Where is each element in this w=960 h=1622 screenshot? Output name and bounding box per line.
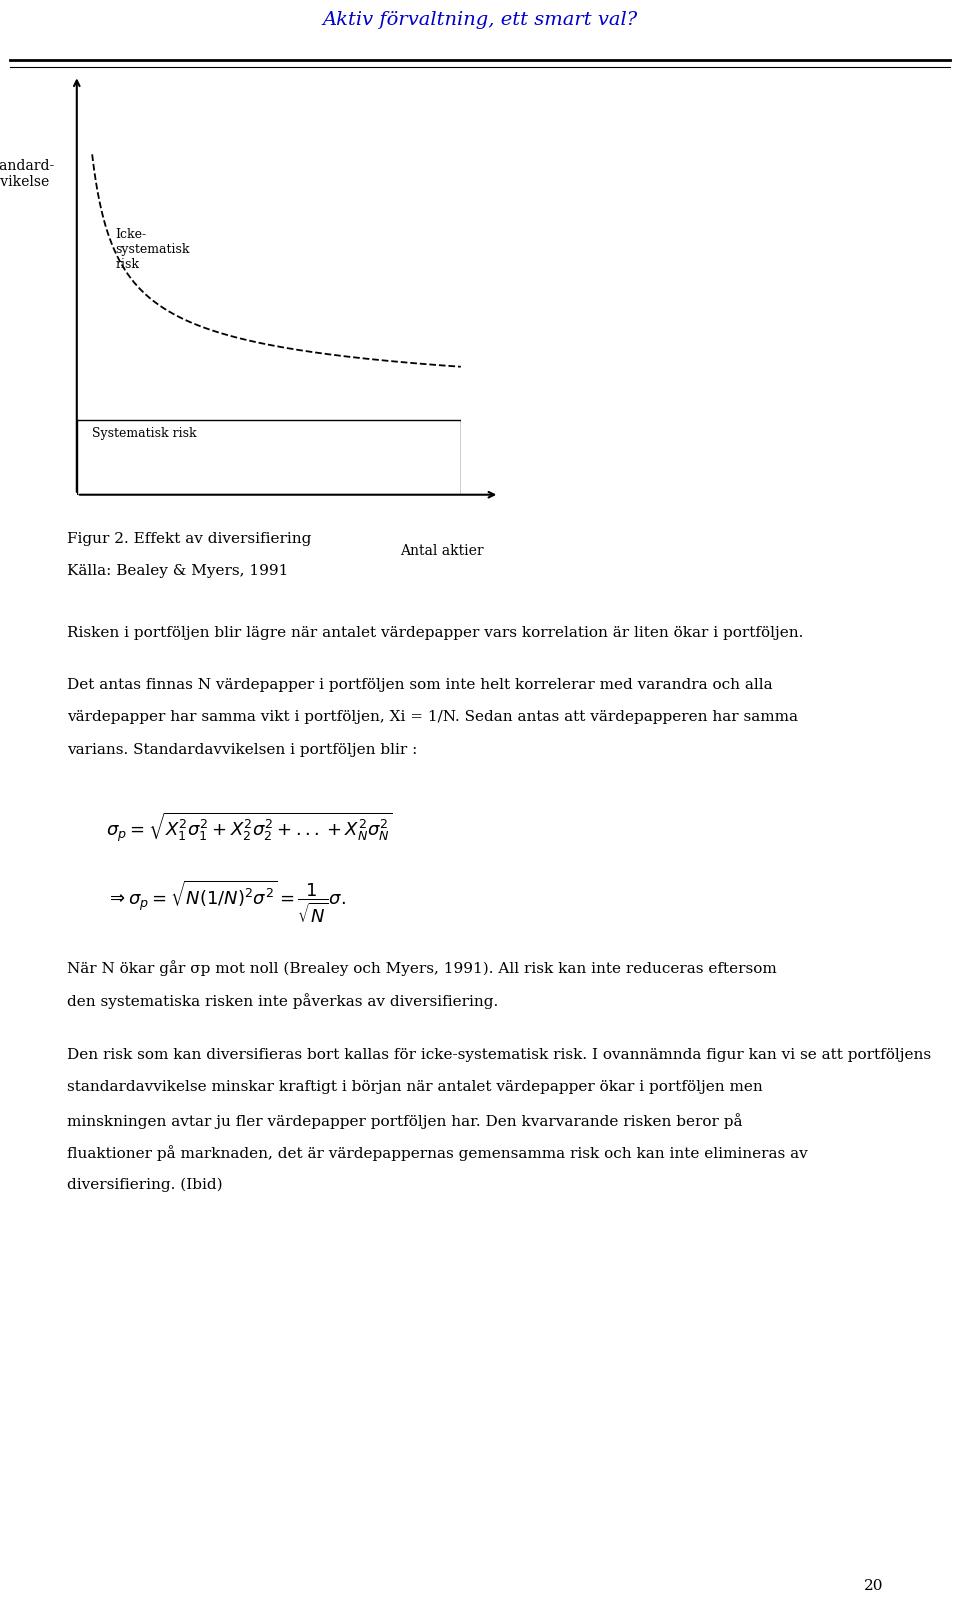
Text: Antal aktier: Antal aktier (400, 545, 484, 558)
Text: fluaktioner på marknaden, det är värdepappernas gemensamma risk och kan inte eli: fluaktioner på marknaden, det är värdepa… (67, 1145, 808, 1161)
Text: den systematiska risken inte påverkas av diversifiering.: den systematiska risken inte påverkas av… (67, 993, 498, 1009)
Text: Risken i portföljen blir lägre när antalet värdepapper vars korrelation är liten: Risken i portföljen blir lägre när antal… (67, 626, 804, 641)
Text: standardavvikelse minskar kraftigt i början när antalet värdepapper ökar i portf: standardavvikelse minskar kraftigt i bör… (67, 1080, 763, 1095)
Text: Figur 2. Effekt av diversifiering: Figur 2. Effekt av diversifiering (67, 532, 312, 547)
Text: Källa: Bealey & Myers, 1991: Källa: Bealey & Myers, 1991 (67, 564, 289, 579)
Text: Aktiv förvaltning, ett smart val?: Aktiv förvaltning, ett smart val? (323, 11, 637, 29)
Text: Det antas finnas N värdepapper i portföljen som inte helt korrelerar med varandr: Det antas finnas N värdepapper i portföl… (67, 678, 773, 693)
Text: $\Rightarrow \sigma_p = \sqrt{N(1/N)^2\sigma^2} = \dfrac{1}{\sqrt{N}}\sigma.$: $\Rightarrow \sigma_p = \sqrt{N(1/N)^2\s… (106, 879, 346, 926)
Text: Systematisk risk: Systematisk risk (92, 427, 197, 440)
Text: När N ökar går σp mot noll (Brealey och Myers, 1991). All risk kan inte reducera: När N ökar går σp mot noll (Brealey och … (67, 960, 777, 976)
Text: Den risk som kan diversifieras bort kallas för icke-systematisk risk. I ovannämn: Den risk som kan diversifieras bort kall… (67, 1048, 931, 1062)
Text: Standard-
avvikelse: Standard- avvikelse (0, 159, 55, 190)
Text: diversifiering. (Ibid): diversifiering. (Ibid) (67, 1178, 223, 1192)
Text: värdepapper har samma vikt i portföljen, Xi = 1/N. Sedan antas att värdepapperen: värdepapper har samma vikt i portföljen,… (67, 710, 798, 725)
Text: varians. Standardavvikelsen i portföljen blir :: varians. Standardavvikelsen i portföljen… (67, 743, 418, 757)
Text: Icke-
systematisk
risk: Icke- systematisk risk (115, 229, 190, 271)
Text: 20: 20 (864, 1578, 883, 1593)
Text: minskningen avtar ju fler värdepapper portföljen har. Den kvarvarande risken ber: minskningen avtar ju fler värdepapper po… (67, 1113, 743, 1129)
Text: $\sigma_p = \sqrt{X_1^2\sigma_1^2 + X_2^2\sigma_2^2 + ... + X_N^2\sigma_N^2}$: $\sigma_p = \sqrt{X_1^2\sigma_1^2 + X_2^… (106, 811, 393, 845)
